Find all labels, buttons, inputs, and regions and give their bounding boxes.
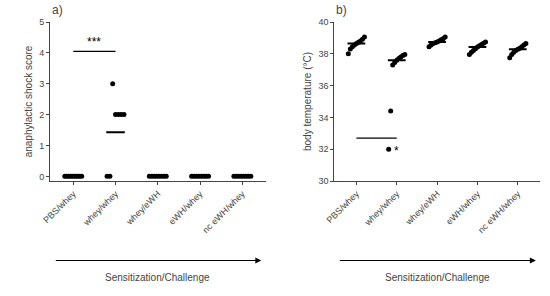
svg-text:PBS/whey: PBS/whey bbox=[325, 188, 362, 225]
svg-text:eWH/whey: eWH/whey bbox=[167, 188, 205, 226]
svg-text:1: 1 bbox=[39, 141, 44, 151]
svg-text:whey/whey: whey/whey bbox=[81, 188, 121, 228]
svg-text:36: 36 bbox=[318, 81, 328, 91]
svg-text:b): b) bbox=[336, 3, 347, 17]
svg-text:2: 2 bbox=[39, 110, 44, 120]
svg-text:Sensitization/Challenge: Sensitization/Challenge bbox=[385, 272, 490, 283]
svg-text:4: 4 bbox=[39, 48, 44, 58]
svg-text:nc eWH/whey: nc eWH/whey bbox=[476, 188, 523, 235]
svg-text:a): a) bbox=[52, 3, 63, 17]
svg-text:3: 3 bbox=[39, 79, 44, 89]
svg-text:34: 34 bbox=[318, 113, 328, 123]
svg-text:whey/eWH: whey/eWH bbox=[124, 189, 163, 228]
svg-text:38: 38 bbox=[318, 49, 328, 59]
svg-text:whey/eWH: whey/eWH bbox=[403, 189, 442, 228]
svg-text:0: 0 bbox=[39, 172, 44, 182]
svg-text:*: * bbox=[394, 144, 399, 158]
svg-text:40: 40 bbox=[318, 17, 328, 27]
svg-text:whey/whey: whey/whey bbox=[362, 188, 402, 228]
svg-text:nc eWH/whey: nc eWH/whey bbox=[201, 188, 248, 235]
svg-text:Sensitization/Challenge: Sensitization/Challenge bbox=[105, 272, 210, 283]
svg-text:PBS/whey: PBS/whey bbox=[41, 188, 78, 225]
svg-text:body temperature (°C): body temperature (°C) bbox=[302, 52, 313, 151]
svg-text:32: 32 bbox=[318, 144, 328, 154]
svg-text:30: 30 bbox=[318, 176, 328, 186]
svg-text:anaphylactic shock score: anaphylactic shock score bbox=[23, 45, 34, 157]
svg-text:5: 5 bbox=[39, 17, 44, 27]
svg-text:eWH/whey: eWH/whey bbox=[444, 188, 482, 226]
svg-text:***: *** bbox=[87, 35, 101, 49]
